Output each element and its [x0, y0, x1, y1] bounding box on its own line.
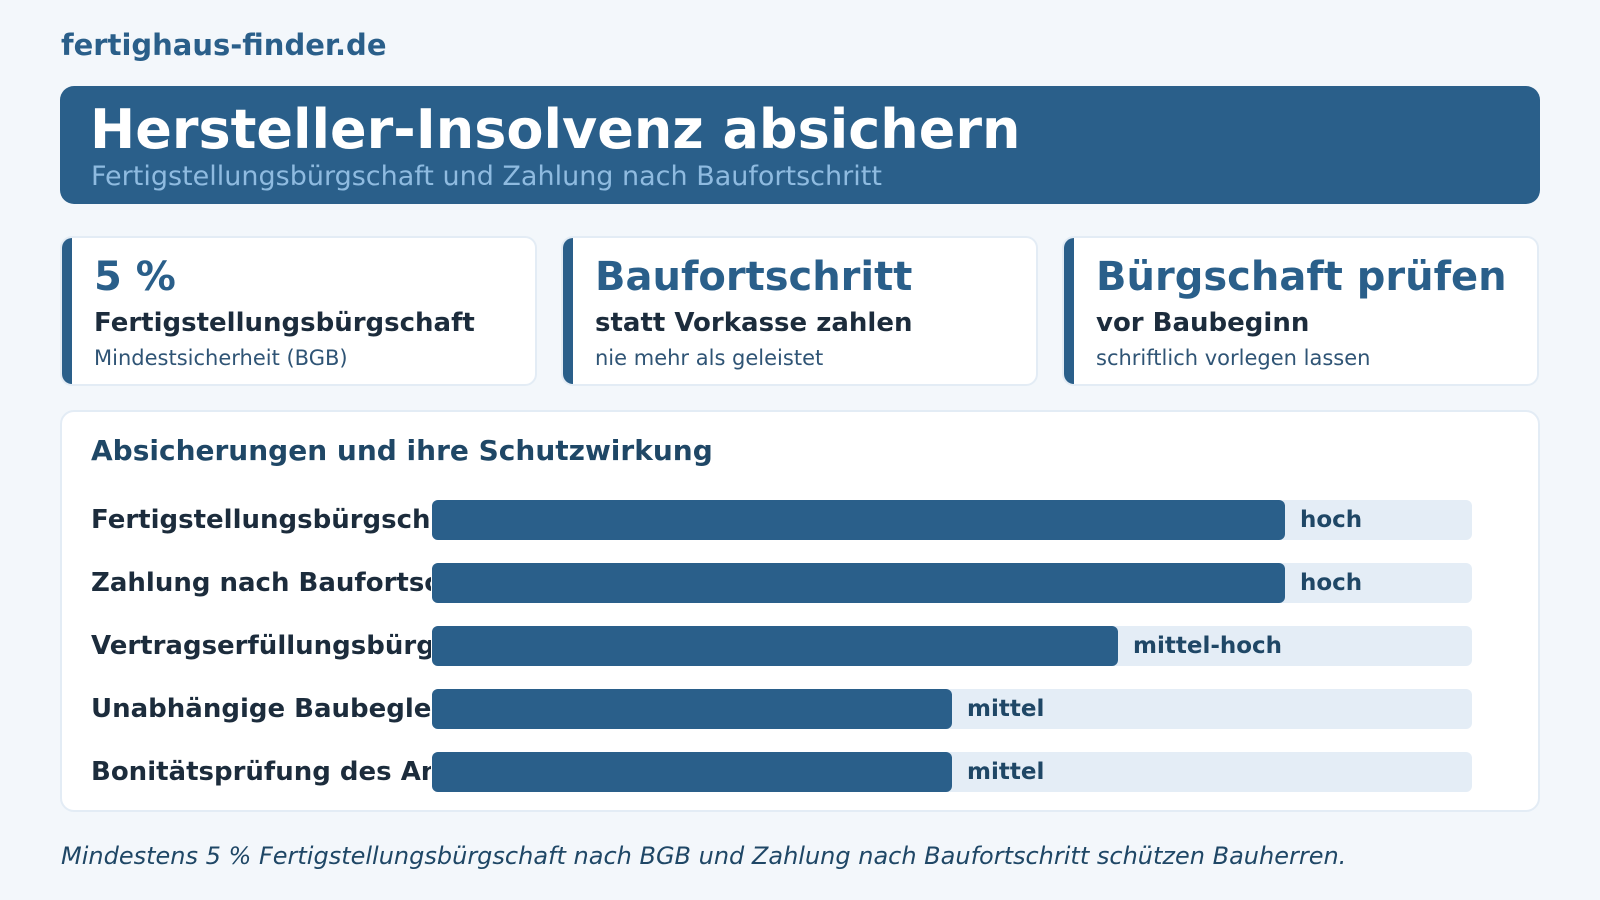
card-subheadline: Fertigstellungsbürgschaft — [94, 308, 475, 338]
bar — [432, 626, 1118, 666]
footer-note: Mindestens 5 % Fertigstellungsbürgschaft… — [61, 842, 1347, 870]
bar-row: Fertigstellungsbürgschaft hoch — [62, 500, 1538, 540]
bar — [432, 752, 952, 792]
bar-category-label: Unabhängige Baubegleitung — [91, 694, 431, 724]
card-accent-bar — [1064, 238, 1074, 384]
card-note: nie mehr als geleistet — [595, 346, 824, 370]
bar-row: Zahlung nach Baufortschritt hoch — [62, 563, 1538, 603]
bar-value-label: hoch — [1300, 507, 1363, 533]
bar-value-label: mittel-hoch — [1133, 633, 1283, 659]
card-subheadline: vor Baubeginn — [1096, 308, 1310, 338]
bar-row: Vertragserfüllungsbürgschaft mittel-hoch — [62, 626, 1538, 666]
card-note: schriftlich vorlegen lassen — [1096, 346, 1371, 370]
bar-track: mittel — [432, 689, 1472, 729]
bar-track: hoch — [432, 563, 1472, 603]
card-accent-bar — [62, 238, 72, 384]
bar-row: Bonitätsprüfung des Anbieters mittel — [62, 752, 1538, 792]
info-card-guarantee: 5 % Fertigstellungsbürgschaft Mindestsic… — [60, 236, 537, 386]
bar-value-label: mittel — [967, 759, 1045, 785]
bar-track: mittel — [432, 752, 1472, 792]
bar — [432, 500, 1285, 540]
site-brand: fertighaus-finder.de — [61, 28, 387, 62]
chart-title: Absicherungen und ihre Schutzwirkung — [91, 434, 713, 467]
chart-panel: Absicherungen und ihre Schutzwirkung Fer… — [60, 410, 1540, 812]
info-card-progress-payment: Baufortschritt statt Vorkasse zahlen nie… — [561, 236, 1038, 386]
info-card-check-guarantee: Bürgschaft prüfen vor Baubeginn schriftl… — [1062, 236, 1539, 386]
bar-value-label: hoch — [1300, 570, 1363, 596]
bar — [432, 689, 952, 729]
bar-row: Unabhängige Baubegleitung mittel — [62, 689, 1538, 729]
bar-category-label: Bonitätsprüfung des Anbieters — [91, 757, 431, 787]
bar-category-label: Vertragserfüllungsbürgschaft — [91, 631, 431, 661]
card-headline: Baufortschritt — [595, 254, 913, 300]
bar-track: mittel-hoch — [432, 626, 1472, 666]
bar-value-label: mittel — [967, 696, 1045, 722]
bar-track: hoch — [432, 500, 1472, 540]
bar-category-label: Zahlung nach Baufortschritt — [91, 568, 431, 598]
hero-banner: Hersteller-Insolvenz absichern Fertigste… — [60, 86, 1540, 204]
page-title: Hersteller-Insolvenz absichern — [90, 98, 1021, 161]
card-note: Mindestsicherheit (BGB) — [94, 346, 348, 370]
page-subtitle: Fertigstellungsbürgschaft und Zahlung na… — [91, 161, 882, 192]
card-headline: 5 % — [94, 254, 176, 300]
bar — [432, 563, 1285, 603]
card-subheadline: statt Vorkasse zahlen — [595, 308, 913, 338]
card-headline: Bürgschaft prüfen — [1096, 254, 1507, 300]
bar-category-label: Fertigstellungsbürgschaft — [91, 505, 431, 535]
card-accent-bar — [563, 238, 573, 384]
